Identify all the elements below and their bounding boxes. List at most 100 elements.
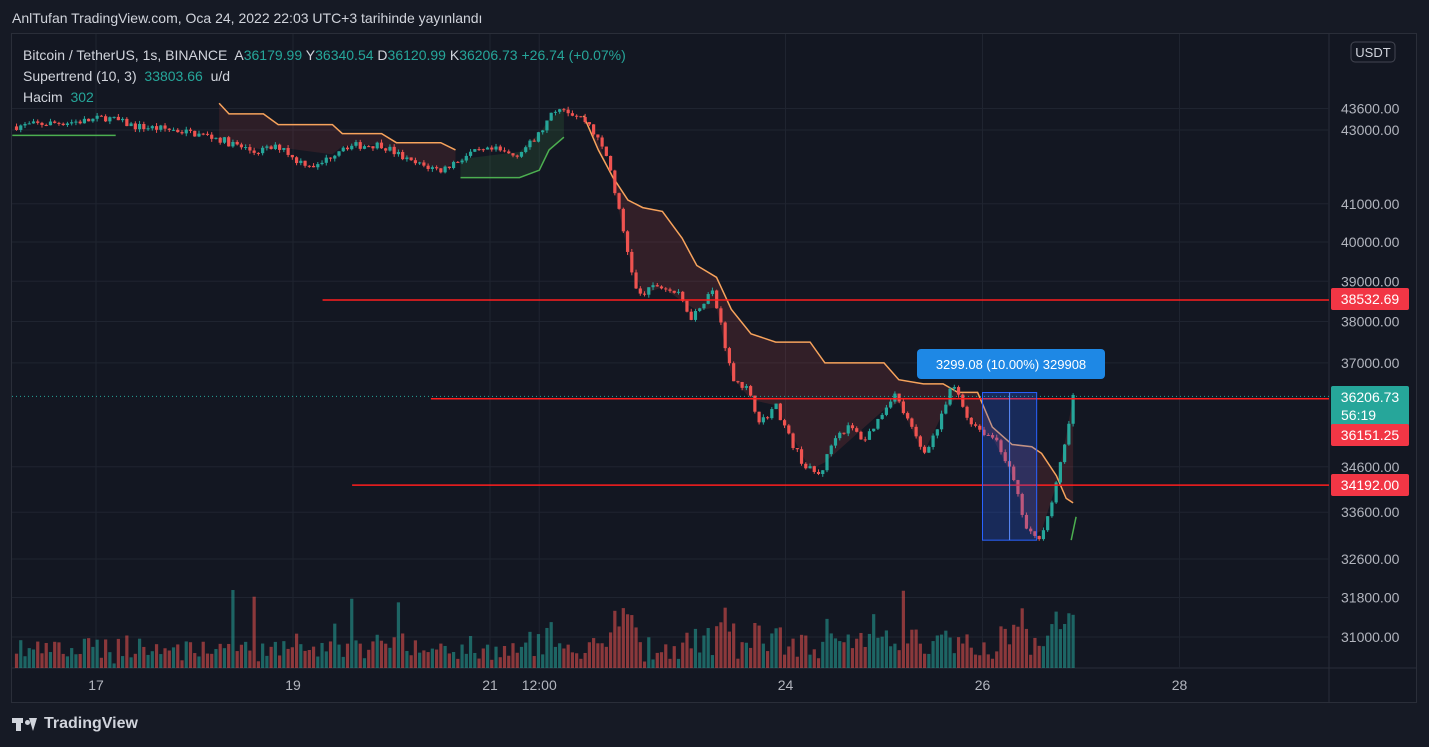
candle-body <box>969 417 973 425</box>
candle-body <box>676 291 681 293</box>
candle-body <box>613 170 617 194</box>
x-tick-label: 21 <box>482 677 498 693</box>
candle-body <box>765 417 770 419</box>
candle-body <box>833 438 838 446</box>
candle-body <box>583 116 587 123</box>
candle-body <box>719 308 723 323</box>
volume-bar <box>31 649 36 668</box>
volume-bar <box>583 652 587 668</box>
candle-body <box>133 123 137 130</box>
candle-body <box>311 165 316 168</box>
candle-body <box>430 167 434 169</box>
volume-bar <box>761 643 765 668</box>
candle-body <box>1012 466 1016 481</box>
volume-bar <box>634 627 638 668</box>
volume-bar <box>532 656 536 668</box>
candle-body <box>880 414 884 419</box>
candle-body <box>362 146 367 149</box>
level-price-badge <box>1331 424 1409 446</box>
volume-bar <box>333 623 337 668</box>
volume-bar <box>863 646 867 668</box>
volume-bar <box>409 655 413 668</box>
currency-badge-label: USDT <box>1355 45 1390 60</box>
candle-body <box>337 151 341 156</box>
candle-body <box>435 167 439 169</box>
y-tick-label: 33600.00 <box>1341 504 1400 520</box>
candle-body <box>36 121 40 123</box>
volume-bar <box>1050 624 1054 668</box>
candle-body <box>600 137 604 147</box>
candle-body <box>498 146 502 151</box>
candle-body <box>443 166 447 173</box>
candle-body <box>562 109 566 111</box>
candle-body <box>108 117 112 122</box>
candle-body <box>914 426 918 437</box>
candle-body <box>460 160 464 163</box>
volume-bar <box>706 628 710 668</box>
volume-bar <box>816 658 821 668</box>
volume-bar <box>286 648 290 668</box>
volume-bar <box>1020 608 1024 668</box>
level-price-badge-label: 34192.00 <box>1341 477 1400 493</box>
volume-bar <box>401 633 405 668</box>
candle-body <box>634 272 638 289</box>
volume-bar <box>956 637 961 668</box>
candle-body <box>575 115 579 117</box>
volume-bar <box>608 632 613 668</box>
candle-body <box>328 157 333 159</box>
volume-bar <box>447 653 451 668</box>
volume-bar <box>621 608 625 668</box>
legend-close-value: 36206.73 <box>459 47 518 63</box>
legend-supertrend-value: 33803.66 <box>144 68 203 84</box>
volume-bar <box>587 642 591 668</box>
tradingview-footer[interactable]: TradingView <box>12 715 138 733</box>
volume-bar <box>804 635 808 668</box>
volume-bar <box>1007 644 1012 668</box>
candle-body <box>604 146 608 156</box>
candle-body <box>923 446 927 453</box>
volume-bar <box>897 650 901 668</box>
volume-bar <box>923 653 927 668</box>
supertrend-fill-down <box>219 103 456 171</box>
candle-body <box>659 286 664 289</box>
volume-bar <box>261 643 265 668</box>
candle-body <box>736 381 740 383</box>
currency-badge[interactable] <box>1350 41 1396 63</box>
y-tick-label: 34600.00 <box>1341 459 1400 475</box>
candle-body <box>592 124 596 135</box>
candle-body <box>324 157 328 163</box>
legend-symbol[interactable]: Bitcoin / TetherUS, 1s, BINANCE <box>23 47 228 63</box>
candle-body <box>150 126 154 129</box>
volume-bar <box>146 654 150 668</box>
volume-bar <box>252 596 256 668</box>
volume-bar <box>451 651 456 668</box>
volume-bar <box>324 651 328 668</box>
legend-volume-label[interactable]: Hacim <box>23 89 63 105</box>
candle-body <box>418 162 422 164</box>
legend-supertrend-label[interactable]: Supertrend (10, 3) <box>23 68 137 84</box>
volume-bar <box>880 636 884 668</box>
volume-bar <box>358 643 362 668</box>
candle-body <box>956 387 961 395</box>
candle-body <box>197 133 201 137</box>
candle-body <box>456 161 460 163</box>
volume-bar <box>642 661 647 668</box>
volume-bar <box>536 634 541 668</box>
volume-bar <box>889 646 893 668</box>
candle-body <box>812 466 816 472</box>
volume-bar <box>859 632 863 668</box>
candle-body <box>112 116 116 118</box>
candle-body <box>48 121 53 126</box>
volume-bar <box>74 654 78 668</box>
candle-body <box>167 128 171 130</box>
legend-change: +26.74 (+0.07%) <box>521 47 626 63</box>
candle-body <box>1058 462 1062 483</box>
candle-body <box>515 155 519 157</box>
volume-bar <box>371 641 375 668</box>
volume-bar <box>235 651 239 668</box>
volume-bar <box>65 656 70 668</box>
last-price-badge <box>1331 386 1409 426</box>
candle-body <box>384 148 388 151</box>
volume-bar <box>316 656 320 668</box>
